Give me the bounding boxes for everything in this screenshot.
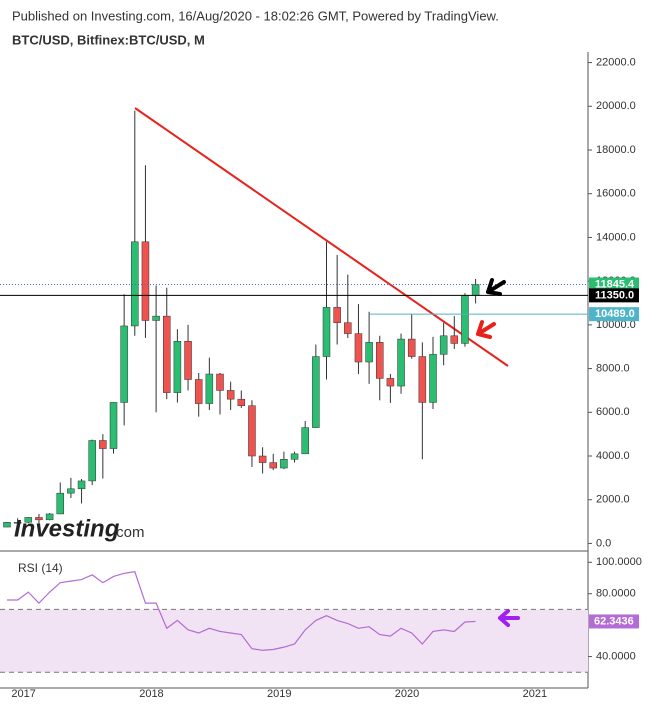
y-tick-label: 6000.0 [596,406,630,418]
candle-body [88,440,96,482]
candle-body [184,341,192,380]
candle-body [226,390,235,400]
plot [0,62,592,673]
y-tick-label: 4000.0 [596,450,630,462]
watermark: Investing .com [14,515,145,542]
y-tick-label: 0.0 [596,537,611,549]
purple-arrow [498,609,520,627]
y-tick-label: 80.0000 [596,588,636,600]
y-tick-label: 100.0000 [596,556,642,568]
candle-body [205,373,214,404]
candle-body [418,356,427,403]
candle-body [99,440,107,449]
candle-body [269,462,277,469]
watermark-text: Investing [14,515,120,542]
candle-body [173,341,182,393]
price-level-box [589,307,639,322]
candle-body [24,517,33,523]
y-tick-label: 22000.0 [596,56,636,68]
price-level-label: 10489.0 [595,308,635,320]
candle-body [13,521,22,524]
y-tick-label: 18000.0 [596,144,636,156]
x-tick-label: 2021 [523,688,547,700]
candle-body [376,342,384,379]
symbol-title: BTC/USD, Bitfinex:BTC/USD, M [12,32,205,47]
price-level-box [589,277,639,292]
candle-body [56,492,64,515]
candle-body [365,342,373,363]
rsi-title: RSI (14) [18,561,63,575]
black-arrow [486,278,506,296]
candle-body [301,427,309,455]
x-tick-label: 2017 [11,688,35,700]
candle-body [163,315,171,393]
y-tick-label: 16000.0 [596,188,636,200]
x-tick-label: 2019 [267,688,291,700]
y-tick-label: 8000.0 [596,362,630,374]
candle-body [216,373,224,391]
candle-body [354,333,363,363]
watermark-suffix: .com [112,524,145,541]
candle-body [45,513,54,521]
x-tick-label: 2020 [395,688,419,700]
price-level-label: 11350.0 [595,289,634,301]
candle-body [429,354,437,403]
candle-body [386,378,395,387]
candle-body [312,356,320,428]
rsi-line [7,571,476,651]
candle-body [77,480,86,490]
candle-body [141,241,150,321]
candle-body [397,338,405,387]
y-tick-label: 14000.0 [596,231,636,243]
candle-body [120,325,128,403]
red-arrow [476,320,496,339]
candle-body [439,335,448,355]
candle-body [3,522,11,528]
price-level-label: 11845.4 [595,278,635,290]
candle-body [407,338,416,357]
y-tick-label: 2000.0 [596,494,630,506]
trend-line [134,107,509,367]
candle-body [471,284,480,296]
rsi-last-label: 62.3436 [594,615,634,627]
price-level-box [589,288,639,303]
candle-body [237,398,246,406]
candle-body [280,459,288,469]
candle-body [248,405,256,457]
candle-body [194,379,203,404]
y-tick-label: 40.0000 [596,650,636,662]
candle-body [333,307,341,323]
candle-body [131,241,139,327]
candle-body [35,517,43,521]
rsi-band [0,609,588,673]
published-note: Published on Investing.com, 16/Aug/2020 … [12,8,499,23]
candle-body [461,295,469,344]
candle-body [344,322,352,334]
candle-body [109,402,118,449]
candle-body [290,453,299,460]
rsi-last-box [589,614,639,629]
candle-body [67,488,75,494]
candle-body [322,307,331,357]
candle-body [450,335,459,344]
y-tick-label: 20000.0 [596,100,636,112]
candle-body [258,455,267,463]
y-tick-label: 10000.0 [596,319,636,331]
candle-body [152,315,160,321]
x-tick-label: 2018 [139,688,163,700]
